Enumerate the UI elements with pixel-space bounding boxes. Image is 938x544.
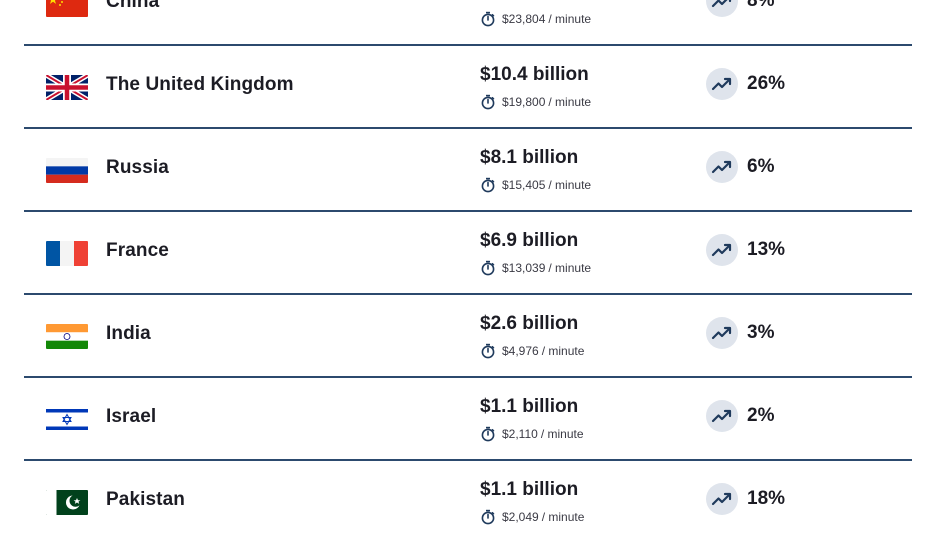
spending-amount: $8.1 billion <box>480 147 579 168</box>
per-minute-value: $2,049/ minute <box>480 508 584 526</box>
country-name: India <box>106 323 151 344</box>
change-percent: 6% <box>747 156 775 177</box>
spending-amount: $12.5 billion <box>480 0 589 3</box>
row-divider <box>24 44 912 46</box>
stopwatch-icon <box>480 343 496 359</box>
per-minute-value: $23,804/ minute <box>480 10 591 28</box>
stopwatch-icon <box>480 260 496 276</box>
table-row: The United Kingdom $10.4 billion $19,800/ … <box>24 46 912 129</box>
row-divider <box>24 127 912 129</box>
country-name: Pakistan <box>106 489 185 510</box>
change-percent: 26% <box>747 73 786 94</box>
trending-up-icon <box>706 317 738 349</box>
table-row: India $2.6 billion $4,976/ minute 3% <box>24 295 912 378</box>
table-row: Israel $1.1 billion $2,110/ minute 2% <box>24 378 912 461</box>
trending-up-icon <box>706 400 738 432</box>
trending-up-icon <box>706 234 738 266</box>
trending-up-icon <box>706 68 738 100</box>
stopwatch-icon <box>480 426 496 442</box>
per-minute-value: $19,800/ minute <box>480 93 591 111</box>
spending-amount: $10.4 billion <box>480 64 589 85</box>
country-name: France <box>106 240 169 261</box>
spending-amount: $1.1 billion <box>480 396 579 417</box>
row-divider <box>24 459 912 461</box>
per-minute-unit: / minute <box>541 344 585 358</box>
country-name: China <box>106 0 160 12</box>
per-minute-unit: / minute <box>548 261 592 275</box>
india-flag-icon <box>46 324 88 349</box>
per-minute-amount: $23,804 <box>502 12 546 26</box>
per-minute-unit: / minute <box>548 12 592 26</box>
change-percent: 2% <box>747 405 775 426</box>
per-minute-unit: / minute <box>540 427 584 441</box>
stopwatch-icon <box>480 94 496 110</box>
china-flag-icon <box>46 0 88 17</box>
per-minute-amount: $2,049 <box>502 510 539 524</box>
per-minute-unit: / minute <box>548 178 592 192</box>
russia-flag-icon <box>46 158 88 183</box>
per-minute-value: $2,110/ minute <box>480 425 584 443</box>
country-name: The United Kingdom <box>106 74 294 95</box>
stopwatch-icon <box>480 509 496 525</box>
israel-flag-icon <box>46 407 88 432</box>
per-minute-value: $4,976/ minute <box>480 342 584 360</box>
spending-amount: $2.6 billion <box>480 313 579 334</box>
table-row: Pakistan $1.1 billion $2,049/ minute 18% <box>24 461 912 544</box>
row-divider <box>24 293 912 295</box>
row-divider <box>24 210 912 212</box>
per-minute-value: $15,405/ minute <box>480 176 591 194</box>
trending-up-icon <box>706 483 738 515</box>
per-minute-amount: $2,110 <box>502 427 538 441</box>
change-percent: 18% <box>747 488 786 509</box>
per-minute-unit: / minute <box>548 95 592 109</box>
per-minute-amount: $19,800 <box>502 95 546 109</box>
country-name: Israel <box>106 406 157 427</box>
spending-amount: $6.9 billion <box>480 230 579 251</box>
change-percent: 3% <box>747 322 775 343</box>
table-row: Russia $8.1 billion $15,405/ minute 6% <box>24 129 912 212</box>
country-name: Russia <box>106 157 169 178</box>
spending-amount: $1.1 billion <box>480 479 579 500</box>
per-minute-amount: $4,976 <box>502 344 539 358</box>
trending-up-icon <box>706 151 738 183</box>
uk-flag-icon <box>46 75 88 100</box>
change-percent: 8% <box>747 0 775 11</box>
table-row: France $6.9 billion $13,039/ minute 13% <box>24 212 912 295</box>
per-minute-unit: / minute <box>541 510 585 524</box>
stopwatch-icon <box>480 11 496 27</box>
france-flag-icon <box>46 241 88 266</box>
per-minute-amount: $15,405 <box>502 178 546 192</box>
table-row: China $12.5 billion $23,804/ minute 8% <box>24 0 912 46</box>
per-minute-amount: $13,039 <box>502 261 546 275</box>
row-divider <box>24 376 912 378</box>
change-percent: 13% <box>747 239 786 260</box>
trending-up-icon <box>706 0 738 17</box>
per-minute-value: $13,039/ minute <box>480 259 591 277</box>
pakistan-flag-icon <box>46 490 88 515</box>
stopwatch-icon <box>480 177 496 193</box>
